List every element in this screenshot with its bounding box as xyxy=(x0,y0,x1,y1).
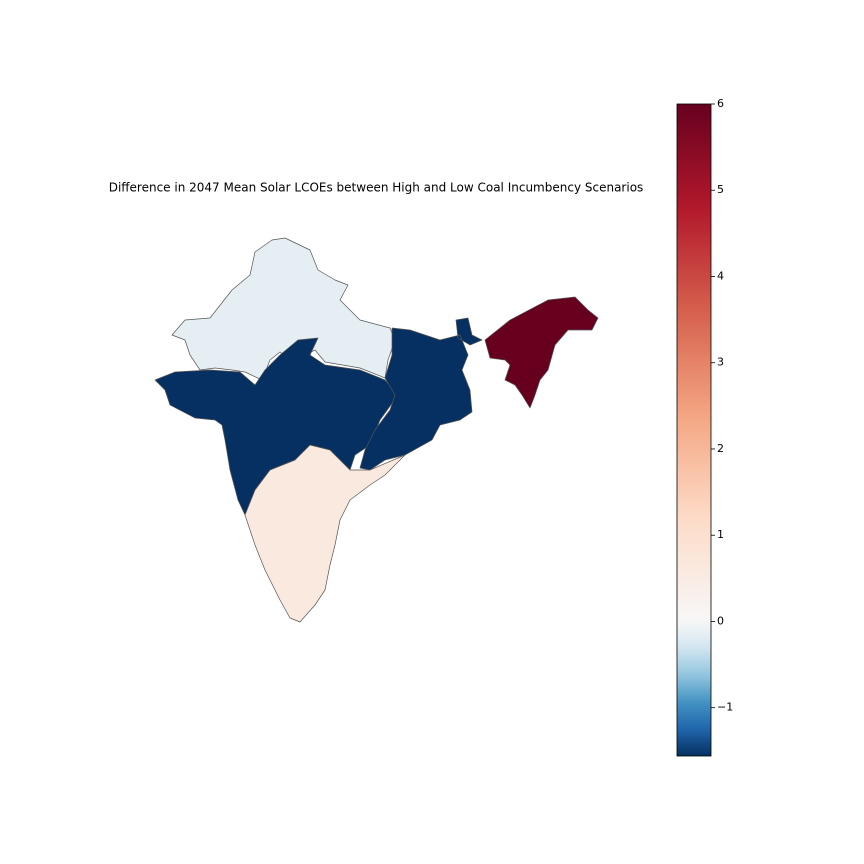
colorbar-tick-label: 1 xyxy=(717,528,724,541)
colorbar xyxy=(676,103,712,757)
chart-title: Difference in 2047 Mean Solar LCOEs betw… xyxy=(109,181,644,195)
colorbar-tick-label: 0 xyxy=(717,614,724,627)
colorbar-tick-label: 6 xyxy=(717,97,724,110)
colorbar-tick-label: −1 xyxy=(717,701,733,714)
colorbar-tick-label: 2 xyxy=(717,442,724,455)
regions xyxy=(154,237,599,623)
region-east xyxy=(359,317,483,471)
colorbar-tick-label: 5 xyxy=(717,183,724,196)
region-north xyxy=(171,237,396,381)
region-west xyxy=(154,337,399,516)
region-northeast xyxy=(484,296,599,409)
colorbar-tick-label: 3 xyxy=(717,356,724,369)
region-south xyxy=(244,444,406,623)
colorbar-tick-label: 4 xyxy=(717,269,724,282)
